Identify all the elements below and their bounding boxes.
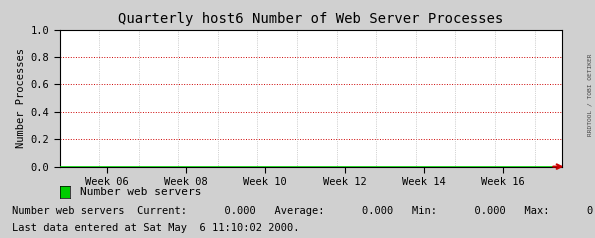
Text: Number web servers: Number web servers [80, 187, 202, 197]
Title: Quarterly host6 Number of Web Server Processes: Quarterly host6 Number of Web Server Pro… [118, 12, 503, 26]
Text: Last data entered at Sat May  6 11:10:02 2000.: Last data entered at Sat May 6 11:10:02 … [12, 223, 299, 233]
Text: Number web servers  Current:      0.000   Average:      0.000   Min:      0.000 : Number web servers Current: 0.000 Averag… [12, 206, 595, 216]
Text: RRDTOOL / TOBI OETIKER: RRDTOOL / TOBI OETIKER [587, 54, 592, 136]
Y-axis label: Number Processes: Number Processes [16, 48, 26, 148]
